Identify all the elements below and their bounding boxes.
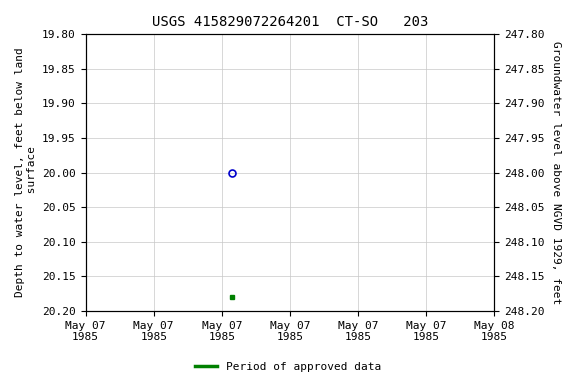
Legend: Period of approved data: Period of approved data <box>191 358 385 377</box>
Y-axis label: Groundwater level above NGVD 1929, feet: Groundwater level above NGVD 1929, feet <box>551 41 561 304</box>
Title: USGS 415829072264201  CT-SO   203: USGS 415829072264201 CT-SO 203 <box>151 15 428 29</box>
Y-axis label: Depth to water level, feet below land
 surface: Depth to water level, feet below land su… <box>15 48 37 298</box>
